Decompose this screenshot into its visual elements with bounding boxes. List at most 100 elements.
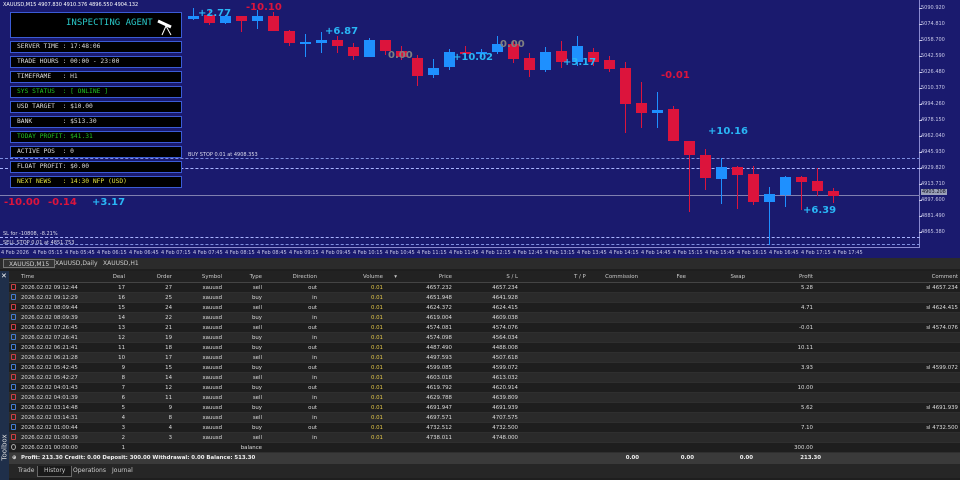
sl-line[interactable] xyxy=(0,168,920,169)
time-tick: 4 Feb 17:45 xyxy=(833,250,863,256)
table-row[interactable]: 2026.02.02 08:09:44 15 24 xauusd sell out 0.01… xyxy=(9,303,960,313)
deal-icon xyxy=(11,323,18,333)
candle-body xyxy=(588,52,599,62)
table-row[interactable]: 2026.02.02 09:12:44 17 27 xauusd sell out 0.01… xyxy=(9,283,960,293)
column-header-sl[interactable]: S / L xyxy=(506,274,518,280)
table-row[interactable]: 2026.02.02 05:42:27 8 14 xauusd sell in 0.01 46… xyxy=(9,373,960,383)
column-header-type[interactable]: Type xyxy=(249,274,262,280)
sl-line-lower[interactable] xyxy=(0,237,920,238)
cell-volume: 0.01 xyxy=(370,325,383,331)
table-row[interactable]: 2026.02.02 01:00:44 3 4 xauusd buy out 0.01 473… xyxy=(9,423,960,433)
time-tick: 4 Feb 06:15 xyxy=(97,250,127,256)
table-row[interactable]: 2026.02.02 05:42:45 9 15 xauusd buy out 0.01 45… xyxy=(9,363,960,373)
candle-body xyxy=(796,177,807,182)
column-header-tp[interactable]: T / P xyxy=(574,274,586,280)
column-header-direction[interactable]: Direction xyxy=(292,274,317,280)
table-row[interactable]: 2026.02.02 06:21:41 11 18 xauusd buy out 0.01 4… xyxy=(9,343,960,353)
tab-journal[interactable]: Journal xyxy=(112,467,133,474)
time-tick: 4 Feb 05:45 xyxy=(65,250,95,256)
trade-profit-label: -10.10 xyxy=(246,2,282,13)
cell-symbol: xauusd xyxy=(202,365,222,371)
close-icon[interactable]: ✕ xyxy=(1,272,7,280)
tab-xauusd-m15[interactable]: XAUUSD,M15 xyxy=(3,259,56,268)
cell-direction: in xyxy=(312,295,317,301)
candle-body xyxy=(684,141,695,155)
cell-symbol: xauusd xyxy=(202,385,222,391)
sell-stop-line[interactable] xyxy=(0,244,920,245)
column-header-time[interactable]: Time xyxy=(21,274,35,280)
cell-time: 2026.02.02 07:26:41 xyxy=(21,335,78,341)
toolbox-sidebar: ✕ Toolbox xyxy=(0,271,9,480)
candle-wick xyxy=(193,8,194,20)
cell-deal: 13 xyxy=(118,325,125,331)
table-row[interactable]: 2026.02.02 07:26:45 13 21 xauusd sell out 0.01… xyxy=(9,323,960,333)
price-chart[interactable]: XAUUSD,M15 4907.830 4910.376 4896.550 49… xyxy=(0,0,960,258)
table-row[interactable]: 2026.02.01 00:00:00 1 balance 300.00 xyxy=(9,443,960,453)
cell-deal: 8 xyxy=(121,375,125,381)
table-row[interactable]: 2026.02.02 07:26:41 12 19 xauusd buy in 0.01 45… xyxy=(9,333,960,343)
cell-order: 12 xyxy=(165,385,172,391)
tab-xauusd-h1[interactable]: XAUUSD,H1 xyxy=(103,260,139,267)
candle-body xyxy=(428,68,439,75)
deal-icon xyxy=(11,333,18,343)
cell-symbol: xauusd xyxy=(202,315,222,321)
column-header-deal[interactable]: Deal xyxy=(112,274,125,280)
panel-row: TRADE HOURS : 00:00 - 23:00 xyxy=(10,56,182,68)
table-row[interactable]: 2026.02.02 04:01:43 7 12 xauusd buy out 0.01 46… xyxy=(9,383,960,393)
cell-deal: 1 xyxy=(121,445,125,451)
cell-time: 2026.02.02 01:00:44 xyxy=(21,425,78,431)
trade-profit-label: +6.87 xyxy=(325,26,359,37)
cell-sl: 4488.008 xyxy=(492,345,518,351)
candle-body xyxy=(460,52,471,54)
cell-volume: 0.01 xyxy=(370,385,383,391)
cell-volume: 0.01 xyxy=(370,285,383,291)
chart-tabs: XAUUSD,M15 XAUUSD,Daily XAUUSD,H1 xyxy=(0,258,960,269)
column-header-swap[interactable]: Swap xyxy=(730,274,745,280)
time-tick: 4 Feb 08:45 xyxy=(257,250,287,256)
deal-icon xyxy=(11,423,18,433)
cell-type: sell xyxy=(252,355,262,361)
column-header-order[interactable]: Order xyxy=(156,274,172,280)
candle-body xyxy=(556,51,567,62)
time-tick: 4 Feb 07:45 xyxy=(193,250,223,256)
column-header-commission[interactable]: Commission xyxy=(605,274,638,280)
table-row[interactable]: 2026.02.02 04:01:39 6 11 xauusd sell in 0.01 46… xyxy=(9,393,960,403)
trade-profit-label: 0.00 xyxy=(500,39,525,50)
column-header-symbol[interactable]: Symbol xyxy=(201,274,222,280)
tab-operations[interactable]: Operations xyxy=(73,467,106,474)
tab-xauusd-daily[interactable]: XAUUSD,Daily xyxy=(55,260,98,267)
cell-type: buy xyxy=(251,345,262,351)
column-header-profit[interactable]: Profit xyxy=(798,274,813,280)
cell-price: 4629.788 xyxy=(426,395,452,401)
table-row[interactable]: 2026.02.02 08:09:39 14 22 xauusd buy in 0.01 46… xyxy=(9,313,960,323)
candle-body xyxy=(316,40,327,43)
price-tick: 5042.590 xyxy=(919,53,945,59)
chart-plot-area[interactable] xyxy=(0,0,920,248)
table-row[interactable]: 2026.02.02 03:14:31 4 8 xauusd sell in 0.01 469… xyxy=(9,413,960,423)
candle-body xyxy=(364,40,375,57)
cell-price: 4624.372 xyxy=(426,305,452,311)
panel-row: ACTIVE POS : 0 xyxy=(10,146,182,158)
buy-stop-line[interactable] xyxy=(0,158,920,159)
column-header-fee[interactable]: Fee xyxy=(676,274,686,280)
tab-trade[interactable]: Trade xyxy=(18,467,35,474)
table-row[interactable]: 2026.02.02 09:12:29 16 25 xauusd buy in 0.01 46… xyxy=(9,293,960,303)
sort-desc-icon[interactable]: ▾ xyxy=(394,274,397,280)
candle-body xyxy=(524,58,535,70)
table-row[interactable]: 2026.02.02 06:21:28 10 17 xauusd sell in 0.01 4… xyxy=(9,353,960,363)
table-row[interactable]: 2026.02.02 01:00:39 2 3 xauusd sell in 0.01 473… xyxy=(9,433,960,443)
candle-body xyxy=(732,167,743,175)
current-price-line xyxy=(0,195,920,196)
trade-profit-label: 0.00 xyxy=(388,50,413,61)
sl-info-label: SL for -10808, -8.21% xyxy=(3,231,58,237)
tab-history[interactable]: History xyxy=(37,466,73,477)
candle-body xyxy=(828,191,839,196)
column-header-comment[interactable]: Comment xyxy=(931,274,958,280)
cell-price: 4619.004 xyxy=(426,315,452,321)
column-header-price[interactable]: Price xyxy=(438,274,452,280)
column-header-volume[interactable]: Volume xyxy=(362,274,383,280)
candle-body xyxy=(812,181,823,191)
candle-body xyxy=(540,52,551,70)
cell-time: 2026.02.02 06:21:28 xyxy=(21,355,78,361)
table-row[interactable]: 2026.02.02 03:14:48 5 9 xauusd buy out 0.01 469… xyxy=(9,403,960,413)
